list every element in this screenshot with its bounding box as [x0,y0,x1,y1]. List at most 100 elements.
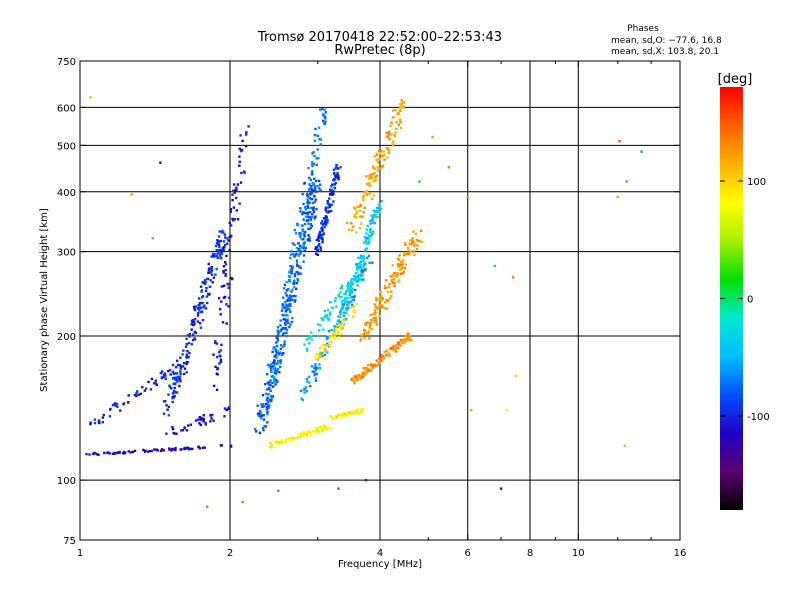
data-point [150,449,153,453]
data-point [274,367,277,370]
data-point [285,305,288,309]
data-point [216,256,219,260]
data-point [264,425,268,428]
data-point [303,235,306,238]
data-point [245,144,248,148]
data-point [313,195,316,198]
data-point [353,295,356,299]
data-point [176,380,179,383]
data-point [308,227,311,231]
data-point [353,274,356,278]
data-point [278,371,281,374]
data-point [308,210,312,214]
data-point [302,254,306,257]
data-point [219,349,222,352]
data-point [325,215,328,219]
data-point [306,211,309,214]
data-point [287,275,291,278]
data-point [198,422,201,425]
data-point [470,409,473,412]
data-point [178,384,181,388]
data-point [310,331,313,334]
data-point [363,336,367,340]
data-point [147,380,150,384]
data-point [320,317,323,320]
data-point [403,339,406,342]
data-point [279,351,282,354]
data-point [202,419,205,422]
data-point [350,296,353,299]
data-point [342,304,346,307]
data-point [187,341,191,345]
data-point [369,324,372,327]
data-point [393,282,396,285]
data-point [379,290,382,294]
data-point [196,314,200,317]
colorbar-label: [deg] [718,72,753,87]
data-point [118,450,121,454]
data-point [309,385,312,388]
data-point [357,205,361,209]
data-point [295,281,299,285]
data-point [360,337,363,340]
data-point [179,448,182,451]
data-point [350,222,353,225]
data-point [386,299,389,302]
data-point [209,279,212,282]
data-point [211,413,214,417]
data-point [383,306,386,310]
data-point [310,173,314,176]
data-point [185,362,188,366]
data-point [308,183,311,186]
data-point [270,394,273,398]
data-point [299,244,302,248]
data-point [325,210,328,213]
data-point [148,449,151,453]
data-point [290,271,293,274]
data-point [397,123,400,126]
data-point [342,314,346,317]
data-point [185,337,188,340]
data-point [383,301,387,304]
chart-subtitle: RwPretec (8p) [334,43,425,58]
data-point [296,250,300,253]
data-point [391,280,394,283]
data-point [362,198,365,202]
data-point [383,286,387,290]
data-point [397,280,400,283]
data-point [223,415,226,418]
data-point [210,268,213,271]
data-point [318,354,322,357]
data-point [174,391,177,394]
data-point [316,323,320,326]
data-point [199,418,202,421]
x-tick-label: 16 [674,548,687,559]
data-point [362,257,365,260]
data-point [318,187,321,190]
data-point [219,360,223,363]
data-point [346,302,350,305]
data-point [309,178,313,182]
data-point [359,264,362,267]
data-point [339,321,342,324]
data-point [97,421,101,424]
data-point [334,325,337,328]
data-point [391,264,395,267]
data-point [370,214,373,217]
data-point [227,286,230,289]
data-point [159,372,162,375]
data-point [228,248,231,252]
data-point [350,289,353,292]
data-point [221,247,225,250]
data-point [137,393,140,396]
data-point [380,294,383,298]
data-point [376,211,379,214]
data-point [279,359,282,362]
data-point [314,363,317,366]
data-point [418,239,421,243]
data-point [212,353,215,356]
data-point [291,436,294,439]
data-point [314,127,317,131]
data-point [297,254,300,257]
